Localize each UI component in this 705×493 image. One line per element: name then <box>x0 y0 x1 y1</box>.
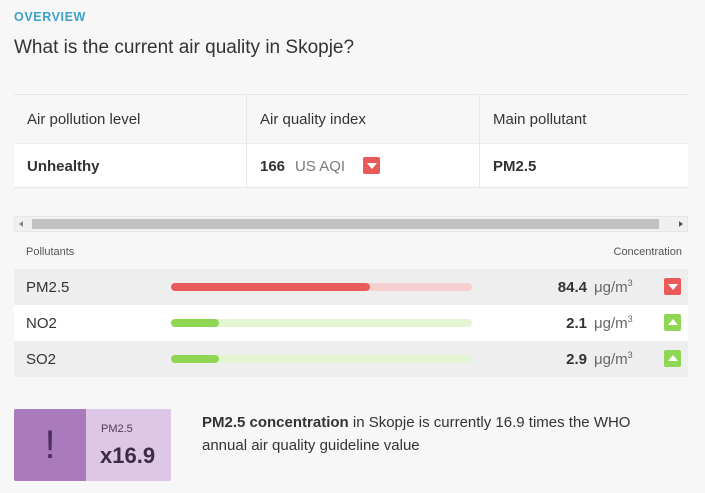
pollutant-unit: μg/m3 <box>594 314 633 332</box>
pollutant-level-bar <box>171 283 472 291</box>
pollutant-value: 84.4 <box>557 279 587 296</box>
pollutant-level-fill <box>171 319 220 327</box>
who-guideline-text: PM2.5 concentration in Skopje is current… <box>202 414 631 454</box>
air-quality-summary-table: Air pollution level Unhealthy Air qualit… <box>14 94 688 188</box>
scroll-thumb[interactable] <box>32 219 659 229</box>
summary-column-aqi: Air quality index 166 US AQI <box>247 95 480 187</box>
pollutant-value: 2.9 <box>566 351 587 368</box>
pollutant-name: NO2 <box>26 315 57 332</box>
pollutants-table-header: Pollutants Concentration <box>14 243 688 263</box>
summary-heading: Air pollution level <box>14 95 246 144</box>
main-pollutant-value: PM2.5 <box>493 158 537 175</box>
scroll-right-icon[interactable] <box>679 221 683 227</box>
page-title: What is the current air quality in Skopj… <box>14 37 355 58</box>
summary-column-main-pollutant: Main pollutant PM2.5 <box>480 95 688 187</box>
pollutant-value: 2.1 <box>566 315 587 332</box>
pollutant-level-bar <box>171 319 472 327</box>
trend-down-icon <box>363 157 381 174</box>
pollution-level-value: Unhealthy <box>27 158 100 175</box>
who-multiplier-value: x16.9 <box>100 443 156 468</box>
pollutants-header: Pollutants <box>26 246 75 258</box>
horizontal-scrollbar[interactable] <box>14 216 688 232</box>
who-multiplier-box: PM2.5 x16.9 <box>86 409 171 481</box>
trend-up-icon <box>664 314 681 331</box>
scroll-left-icon[interactable] <box>19 221 23 227</box>
pollutant-level-fill <box>171 355 220 363</box>
overview-label: OVERVIEW <box>14 10 86 24</box>
concentration-header: Concentration <box>613 246 683 258</box>
pollutant-name: SO2 <box>26 351 57 368</box>
pollutant-row-pm25: PM2.5 84.4 μg/m3 <box>14 269 688 305</box>
summary-heading: Air quality index <box>247 95 479 144</box>
pollutant-level-fill <box>171 283 370 291</box>
pollutant-row-no2: NO2 2.1 μg/m3 <box>14 305 688 341</box>
pollutant-unit: μg/m3 <box>594 278 633 296</box>
aqi-value-cell: 166 US AQI <box>247 144 479 189</box>
pollutant-unit: μg/m3 <box>594 350 633 368</box>
trend-down-icon <box>664 278 681 295</box>
trend-up-icon <box>664 350 681 367</box>
exclamation-icon: ! <box>14 409 86 481</box>
aqi-value: 166 <box>260 158 286 175</box>
aqi-unit: US AQI <box>295 158 346 175</box>
who-pollutant-label: PM2.5 <box>101 423 133 435</box>
pollutant-level-bar <box>171 355 472 363</box>
summary-heading: Main pollutant <box>480 95 688 144</box>
pollutant-row-so2: SO2 2.9 μg/m3 <box>14 341 688 377</box>
summary-column-pollution-level: Air pollution level Unhealthy <box>14 95 247 187</box>
who-guideline-card: ! PM2.5 x16.9 <box>14 409 171 481</box>
pollutant-name: PM2.5 <box>26 279 70 296</box>
